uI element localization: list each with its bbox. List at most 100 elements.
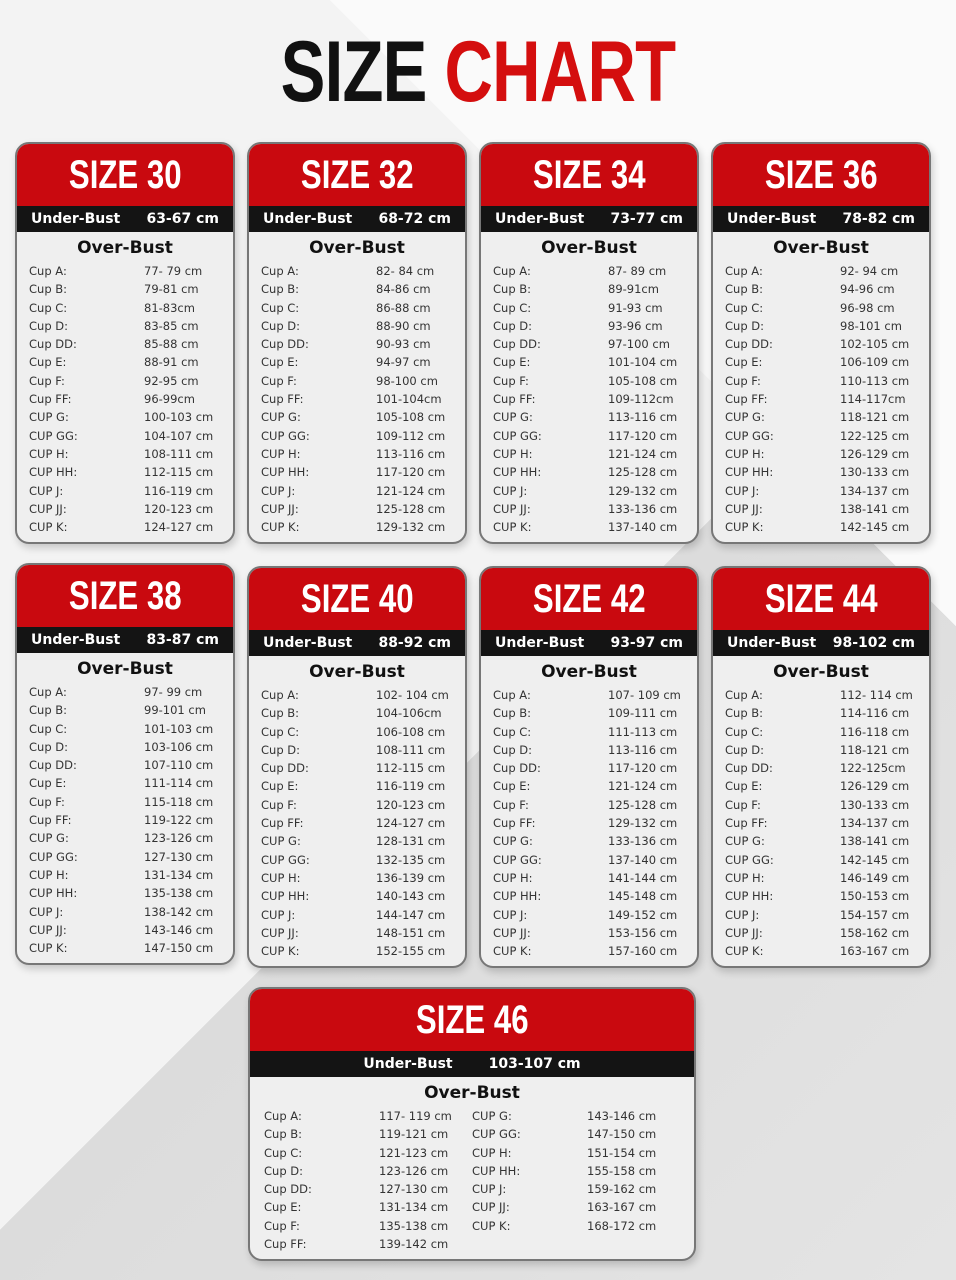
cup-label: CUP K:: [29, 520, 68, 535]
over-bust-heading: Over-Bust: [424, 1083, 520, 1103]
cup-measurement: 92-95 cm: [144, 373, 199, 388]
cup-row: CUP G: 100-103 cm: [29, 408, 221, 426]
cup-label: CUP J:: [493, 907, 528, 922]
cup-measurement: 106-109 cm: [840, 355, 910, 370]
cup-measurement: 151-154 cm: [587, 1145, 657, 1160]
cup-row: CUP H: 136-139 cm: [261, 869, 453, 887]
size-label: SIZE 30: [68, 152, 182, 197]
cup-measurement: 120-123 cm: [144, 501, 214, 516]
cup-row: Cup E: 126-129 cm: [725, 777, 917, 795]
cup-label: Cup F:: [29, 794, 65, 809]
size-header: SIZE 44: [713, 568, 929, 630]
size-header: SIZE 46: [250, 989, 694, 1051]
under-bust-label: Under-Bust: [363, 1056, 453, 1072]
cup-measurement: 79-81 cm: [144, 282, 199, 297]
cup-measurement: 114-117cm: [840, 392, 906, 407]
cup-row: Cup D: 88-90 cm: [261, 317, 453, 335]
cup-measurement: 133-136 cm: [608, 834, 678, 849]
cup-measurement: 135-138 cm: [144, 886, 214, 901]
cup-label: CUP K:: [725, 944, 764, 959]
cup-measurement: 130-133 cm: [840, 465, 910, 480]
size-header: SIZE 32: [249, 144, 465, 206]
under-bust-band: Under-Bust 68-72 cm: [249, 206, 465, 232]
cup-row: CUP H: 121-124 cm: [493, 445, 685, 463]
size-label: SIZE 46: [415, 997, 529, 1042]
cup-row: Cup A: 97- 99 cm: [29, 683, 221, 701]
cup-row: Cup D: 108-111 cm: [261, 741, 453, 759]
cup-label: CUP G:: [261, 834, 301, 849]
cup-measurement: 126-129 cm: [840, 779, 910, 794]
cup-row: CUP HH: 145-148 cm: [493, 887, 685, 905]
cup-measurement: 138-142 cm: [144, 904, 214, 919]
cup-row: Cup B: 94-96 cm: [725, 280, 917, 298]
cup-label: Cup E:: [261, 355, 299, 370]
cup-label: CUP H:: [493, 870, 533, 885]
cup-row: CUP GG: 127-130 cm: [29, 848, 221, 866]
cup-label: CUP G:: [261, 410, 301, 425]
cup-row: CUP K: 157-160 cm: [493, 942, 685, 960]
cup-measurement: 109-112cm: [608, 392, 674, 407]
cup-row: CUP GG: 132-135 cm: [261, 851, 453, 869]
cup-row: Cup DD: 102-105 cm: [725, 335, 917, 353]
size-card: SIZE 44 Under-Bust 98-102 cm Over-Bust Cup A…: [711, 566, 931, 969]
cup-row: Cup FF: 96-99cm: [29, 390, 221, 408]
cup-row: Cup A: 112- 114 cm: [725, 686, 917, 704]
cup-label: Cup DD:: [493, 337, 541, 352]
cup-row: Cup A: 117- 119 cm: [264, 1107, 472, 1125]
cup-label: CUP JJ:: [493, 501, 531, 516]
cup-columns: Cup A: 117- 119 cm Cup B: 119-121 cm Cup C: 1…: [250, 1107, 694, 1259]
cup-label: CUP K:: [29, 941, 68, 956]
cup-label: CUP JJ:: [725, 925, 763, 940]
cup-label: CUP K:: [472, 1218, 511, 1233]
cup-label: CUP GG:: [493, 852, 542, 867]
cup-row: CUP JJ: 148-151 cm: [261, 924, 453, 942]
cup-row: Cup F: 120-123 cm: [261, 796, 453, 814]
cup-row: Cup DD: 112-115 cm: [261, 759, 453, 777]
cup-row: Cup D: 123-126 cm: [264, 1162, 472, 1180]
over-bust-heading: Over-Bust: [77, 238, 173, 258]
cup-row: Cup B: 79-81 cm: [29, 280, 221, 298]
cup-measurement: 112-115 cm: [376, 761, 446, 776]
cup-row: Cup E: 94-97 cm: [261, 353, 453, 371]
cup-measurement: 99-101 cm: [144, 703, 206, 718]
cup-row: Cup F: 125-128 cm: [493, 796, 685, 814]
cup-label: Cup A:: [725, 264, 763, 278]
cup-row: Cup E: 111-114 cm: [29, 774, 221, 792]
cup-row: CUP H: 141-144 cm: [493, 869, 685, 887]
cup-measurement: 108-111 cm: [144, 446, 214, 461]
cup-row: Cup C: 101-103 cm: [29, 720, 221, 738]
page-title: SIZE CHART: [105, 22, 851, 122]
size-header: SIZE 42: [481, 568, 697, 630]
cup-label: CUP JJ:: [472, 1200, 510, 1215]
size-header: SIZE 38: [17, 565, 233, 627]
under-bust-value: 63-67 cm: [146, 211, 219, 227]
cup-row: Cup C: 106-108 cm: [261, 723, 453, 741]
cup-measurement: 124-127 cm: [144, 520, 214, 535]
cup-measurement: 86-88 cm: [376, 300, 431, 315]
cup-row: Cup E: 88-91 cm: [29, 353, 221, 371]
cup-row: CUP JJ: 158-162 cm: [725, 924, 917, 942]
cup-row: Cup DD: 107-110 cm: [29, 756, 221, 774]
cup-measurement: 115-118 cm: [144, 794, 214, 809]
size-card: SIZE 32 Under-Bust 68-72 cm Over-Bust Cup A:…: [247, 142, 467, 545]
cup-measurement: 112-115 cm: [144, 465, 214, 480]
cup-label: CUP GG:: [493, 428, 542, 443]
size-label: SIZE 38: [68, 573, 182, 618]
cup-row: Cup A: 82- 84 cm: [261, 262, 453, 280]
cup-list: Cup A: 82- 84 cm Cup B: 84-86 cm Cup C: 86-88…: [249, 262, 465, 542]
size-header: SIZE 34: [481, 144, 697, 206]
cup-row: Cup DD: 85-88 cm: [29, 335, 221, 353]
under-bust-band: Under-Bust 103-107 cm: [250, 1051, 694, 1077]
size-header: SIZE 36: [713, 144, 929, 206]
cup-row: Cup E: 101-104 cm: [493, 353, 685, 371]
cup-measurement: 158-162 cm: [840, 925, 910, 940]
cup-row: Cup B: 84-86 cm: [261, 280, 453, 298]
cup-measurement: 152-155 cm: [376, 944, 446, 959]
cup-row: CUP G: 118-121 cm: [725, 408, 917, 426]
cup-measurement: 127-130 cm: [144, 849, 214, 864]
cup-measurement: 130-133 cm: [840, 797, 910, 812]
cup-label: Cup F:: [725, 373, 761, 388]
cup-row: Cup A: 77- 79 cm: [29, 262, 221, 280]
cup-row: CUP GG: 142-145 cm: [725, 851, 917, 869]
cup-row: CUP HH: 125-128 cm: [493, 463, 685, 481]
